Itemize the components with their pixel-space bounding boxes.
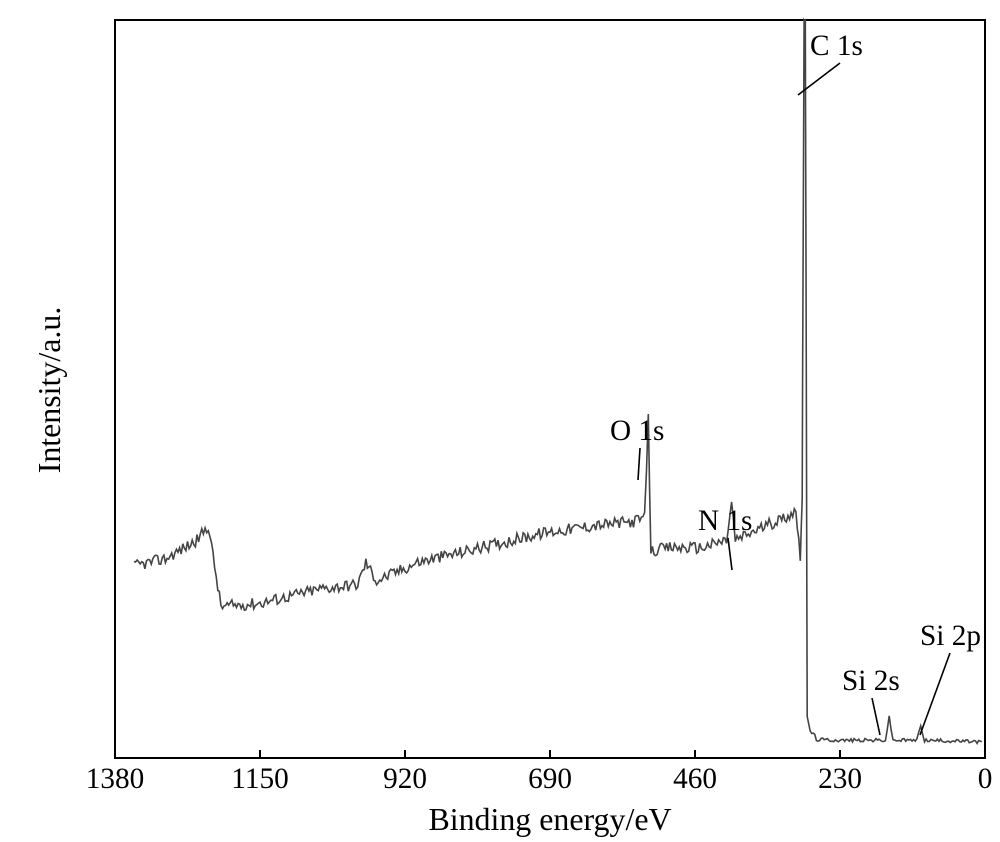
y-axis-label: Intensity/a.u. <box>32 307 67 474</box>
peak-leader-line <box>638 448 640 480</box>
x-tick-label: 1380 <box>86 763 145 795</box>
x-axis-tick-labels: 1380 1150 920 690 460 230 0 <box>86 763 993 795</box>
x-tick-label: 0 <box>978 763 993 795</box>
x-axis-label: Binding energy/eV <box>428 802 671 837</box>
plot-border <box>115 20 985 758</box>
peak-leader-line <box>728 538 732 570</box>
peak-leader-line <box>920 653 950 735</box>
x-tick-label: 460 <box>673 763 717 795</box>
peak-label: Si 2s <box>842 665 900 697</box>
peak-label: O 1s <box>610 415 664 447</box>
x-tick-label: 690 <box>528 763 572 795</box>
peak-label: C 1s <box>810 30 863 62</box>
peak-label: Si 2p <box>920 620 981 652</box>
x-tick-label: 1150 <box>231 763 288 795</box>
peak-leader-line <box>872 698 880 735</box>
peak-label: N 1s <box>698 505 752 537</box>
spectrum-trace <box>134 20 982 743</box>
xps-spectrum-chart: 138011509206904602300 Binding energy/eV … <box>0 0 1000 842</box>
x-tick-label: 230 <box>818 763 862 795</box>
peak-annotations: C 1s O 1s N 1s Si 2s Si 2p <box>610 30 981 735</box>
x-axis-ticks <box>115 750 985 758</box>
x-tick-label: 920 <box>383 763 427 795</box>
